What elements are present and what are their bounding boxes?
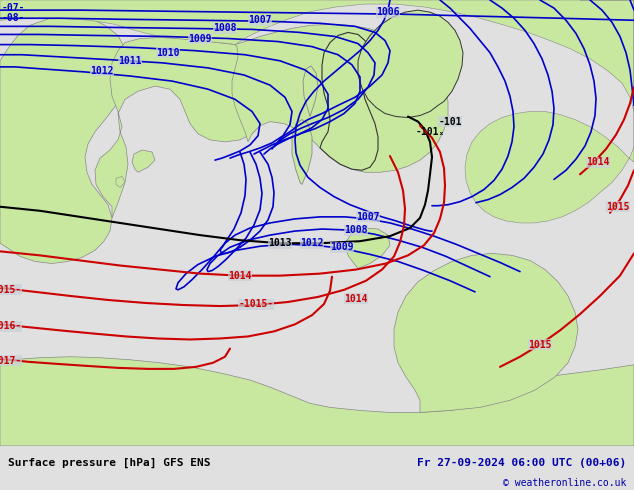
- Text: 1015: 1015: [528, 340, 552, 349]
- Text: 1007: 1007: [356, 212, 380, 222]
- Text: -1015-: -1015-: [238, 299, 274, 309]
- Polygon shape: [116, 176, 125, 188]
- Text: 1014: 1014: [586, 157, 610, 167]
- Polygon shape: [0, 357, 634, 446]
- Text: 1014: 1014: [344, 294, 368, 304]
- Polygon shape: [303, 66, 318, 117]
- Text: 1015: 1015: [606, 202, 630, 212]
- Text: -08-: -08-: [2, 13, 25, 23]
- Text: -07-: -07-: [2, 3, 25, 13]
- Text: 1008: 1008: [213, 24, 236, 33]
- Polygon shape: [0, 15, 130, 264]
- Text: 1009: 1009: [188, 33, 212, 44]
- Text: 1010: 1010: [156, 48, 180, 58]
- Polygon shape: [95, 38, 278, 218]
- Text: -101: -101: [438, 117, 462, 126]
- Polygon shape: [465, 0, 634, 223]
- Polygon shape: [345, 228, 390, 269]
- Text: 1012: 1012: [90, 66, 113, 76]
- Polygon shape: [394, 253, 578, 413]
- Text: -1016-: -1016-: [0, 321, 22, 331]
- Text: -1017-: -1017-: [0, 356, 22, 366]
- Text: -101ₓ: -101ₓ: [415, 127, 444, 137]
- Text: 1006: 1006: [376, 7, 400, 17]
- Text: 1008: 1008: [344, 225, 368, 235]
- Text: 1009: 1009: [330, 242, 354, 252]
- Polygon shape: [292, 120, 312, 184]
- Text: 1012: 1012: [301, 238, 324, 248]
- Polygon shape: [358, 10, 463, 118]
- Text: 1011: 1011: [119, 56, 142, 66]
- Text: 1014: 1014: [228, 270, 252, 281]
- Polygon shape: [0, 0, 634, 112]
- Text: -1015-: -1015-: [0, 285, 22, 295]
- Text: Surface pressure [hPa] GFS ENS: Surface pressure [hPa] GFS ENS: [8, 458, 210, 468]
- Text: 1007: 1007: [249, 15, 272, 25]
- Text: 1013: 1013: [268, 238, 292, 248]
- Polygon shape: [362, 63, 390, 93]
- Text: © weatheronline.co.uk: © weatheronline.co.uk: [503, 478, 626, 489]
- Polygon shape: [232, 24, 448, 172]
- Polygon shape: [132, 150, 155, 172]
- Polygon shape: [320, 32, 378, 170]
- Text: Fr 27-09-2024 06:00 UTC (00+06): Fr 27-09-2024 06:00 UTC (00+06): [417, 458, 626, 467]
